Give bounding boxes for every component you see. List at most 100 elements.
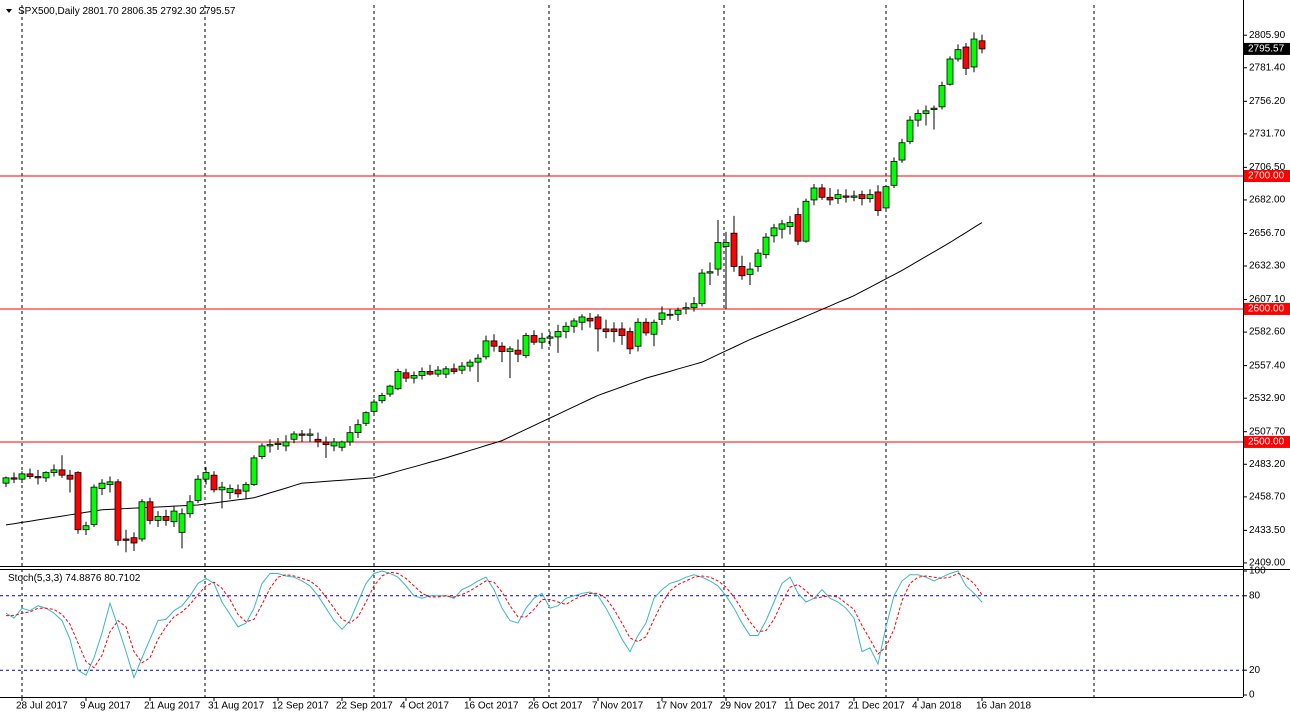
candle-body [930, 107, 938, 110]
y-tick-label: 2632.30 [1249, 261, 1286, 272]
candle-body [650, 321, 658, 335]
y-tick-label: 2607.10 [1249, 294, 1286, 305]
candle-body [898, 142, 906, 161]
candle-body [426, 371, 434, 375]
candle-body [634, 321, 642, 347]
candle-body [474, 357, 482, 363]
candle-body [826, 196, 834, 201]
candle-body [538, 337, 546, 343]
indicator-line [5, 570, 983, 680]
symbol: SPX500,Daily [18, 6, 80, 17]
candle-body [514, 349, 522, 355]
candle-body [26, 473, 34, 477]
candle-body [282, 441, 290, 447]
candle-body [626, 331, 634, 350]
candle-body [226, 488, 234, 493]
y-tick-label: 2433.50 [1249, 525, 1286, 536]
indicator-line [5, 222, 983, 526]
candle-body [562, 325, 570, 332]
x-tick-label: 4 Jan 2018 [912, 701, 962, 712]
candle-body [18, 473, 26, 480]
candle-body [298, 433, 306, 436]
candle-body [602, 328, 610, 332]
level-label: 2500.00 [1248, 437, 1285, 448]
level-label: 2700.00 [1248, 171, 1285, 182]
candle-body [138, 501, 146, 540]
candle-body [154, 516, 162, 521]
candle-body [386, 385, 394, 395]
candle-body [530, 335, 538, 343]
price-tag [1244, 42, 1290, 55]
x-tick-label: 9 Aug 2017 [80, 701, 131, 712]
candle-body [218, 486, 226, 491]
candle-body [442, 368, 450, 375]
candle-body [410, 375, 418, 379]
candle-body [578, 316, 586, 323]
candle-body [34, 476, 42, 479]
candle-body [186, 501, 194, 515]
candle-body [378, 395, 386, 402]
candle-body [618, 328, 626, 336]
candle-body [210, 474, 218, 491]
candle-body [450, 368, 458, 372]
x-tick-label: 21 Aug 2017 [144, 701, 201, 712]
candle-body [42, 472, 50, 479]
menu-arrow [6, 9, 12, 13]
candle-body [698, 272, 706, 305]
candle-body [786, 222, 794, 227]
candle-body [338, 441, 346, 448]
candle-body [978, 40, 986, 50]
y-tick-label: 80 [1249, 590, 1261, 601]
candle-body [362, 412, 370, 424]
candle-body [850, 195, 858, 198]
candle-body [802, 200, 810, 242]
candle-body [306, 433, 314, 436]
candle-body [922, 110, 930, 114]
candle-body [114, 481, 122, 541]
x-tick-label: 11 Dec 2017 [784, 701, 840, 712]
candle-body [738, 266, 746, 277]
candle-body [466, 361, 474, 367]
candle-body [354, 424, 362, 434]
candle-body [746, 268, 754, 275]
candle-body [482, 340, 490, 358]
candle-body [194, 478, 202, 501]
candle-body [330, 441, 338, 447]
candle-body [82, 525, 90, 531]
candle-body [370, 401, 378, 412]
candle-body [554, 331, 562, 338]
x-tick-label: 21 Dec 2017 [848, 701, 905, 712]
candle-body [346, 432, 354, 443]
y-tick-label: 2756.20 [1249, 96, 1286, 107]
main-value: 74.8876 [65, 573, 102, 584]
candle-body [874, 191, 882, 211]
candle-body [418, 371, 426, 376]
level-label: 2600.00 [1248, 304, 1285, 315]
y-tick-label: 2706.50 [1249, 162, 1286, 173]
candle-body [546, 336, 554, 339]
y-tick-label: 2805.90 [1249, 30, 1286, 41]
y-tick-label: 2656.70 [1249, 228, 1286, 239]
candle-body [266, 444, 274, 447]
candle-body [794, 214, 802, 242]
candle-body [234, 489, 242, 495]
close: 2795.57 [199, 6, 236, 17]
x-tick-label: 28 Jul 2017 [16, 701, 68, 712]
candle-body [146, 501, 154, 521]
candle-body [50, 469, 58, 473]
candle-body [402, 372, 410, 379]
frame [0, 0, 1290, 698]
low: 2792.30 [160, 6, 197, 17]
candle-body [834, 194, 842, 200]
candle-body [882, 186, 890, 209]
candle-body [290, 433, 298, 440]
x-tick-label: 22 Sep 2017 [336, 701, 393, 712]
x-tick-label: 4 Oct 2017 [400, 701, 449, 712]
candle-body [90, 486, 98, 525]
candle-body [314, 438, 322, 443]
candle-body [690, 303, 698, 309]
level-tag [1244, 435, 1290, 448]
candle-body [74, 472, 82, 531]
